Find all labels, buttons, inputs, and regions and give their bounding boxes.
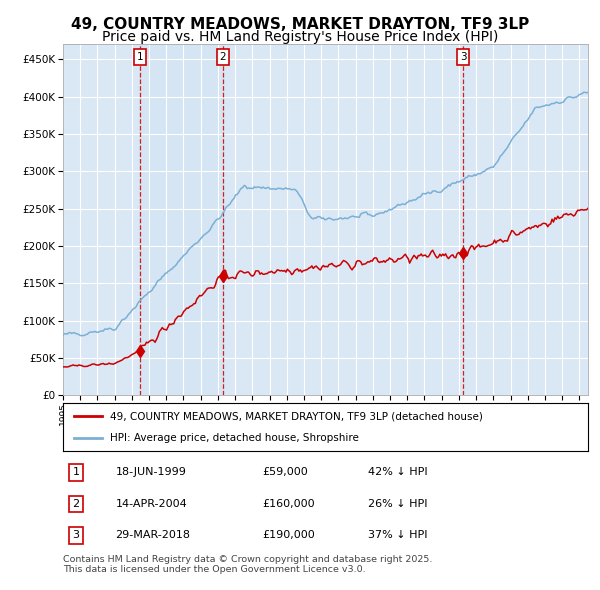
Text: 3: 3 bbox=[73, 530, 80, 540]
Text: 14-APR-2004: 14-APR-2004 bbox=[115, 499, 187, 509]
Text: 26% ↓ HPI: 26% ↓ HPI bbox=[367, 499, 427, 509]
Text: £59,000: £59,000 bbox=[263, 467, 308, 477]
Text: Contains HM Land Registry data © Crown copyright and database right 2025.
This d: Contains HM Land Registry data © Crown c… bbox=[63, 555, 433, 574]
Text: 1: 1 bbox=[136, 52, 143, 62]
Text: 3: 3 bbox=[460, 52, 466, 62]
Text: £190,000: £190,000 bbox=[263, 530, 315, 540]
Text: 2: 2 bbox=[73, 499, 80, 509]
Text: 37% ↓ HPI: 37% ↓ HPI bbox=[367, 530, 427, 540]
Text: £160,000: £160,000 bbox=[263, 499, 315, 509]
Text: 29-MAR-2018: 29-MAR-2018 bbox=[115, 530, 191, 540]
Text: 49, COUNTRY MEADOWS, MARKET DRAYTON, TF9 3LP: 49, COUNTRY MEADOWS, MARKET DRAYTON, TF9… bbox=[71, 17, 529, 31]
Bar bbox=[140, 44, 223, 395]
Text: 49, COUNTRY MEADOWS, MARKET DRAYTON, TF9 3LP (detached house): 49, COUNTRY MEADOWS, MARKET DRAYTON, TF9… bbox=[110, 411, 483, 421]
Text: 1: 1 bbox=[73, 467, 80, 477]
Text: Price paid vs. HM Land Registry's House Price Index (HPI): Price paid vs. HM Land Registry's House … bbox=[102, 30, 498, 44]
Text: 2: 2 bbox=[220, 52, 226, 62]
Text: 42% ↓ HPI: 42% ↓ HPI bbox=[367, 467, 427, 477]
Text: 18-JUN-1999: 18-JUN-1999 bbox=[115, 467, 187, 477]
Text: HPI: Average price, detached house, Shropshire: HPI: Average price, detached house, Shro… bbox=[110, 433, 359, 443]
